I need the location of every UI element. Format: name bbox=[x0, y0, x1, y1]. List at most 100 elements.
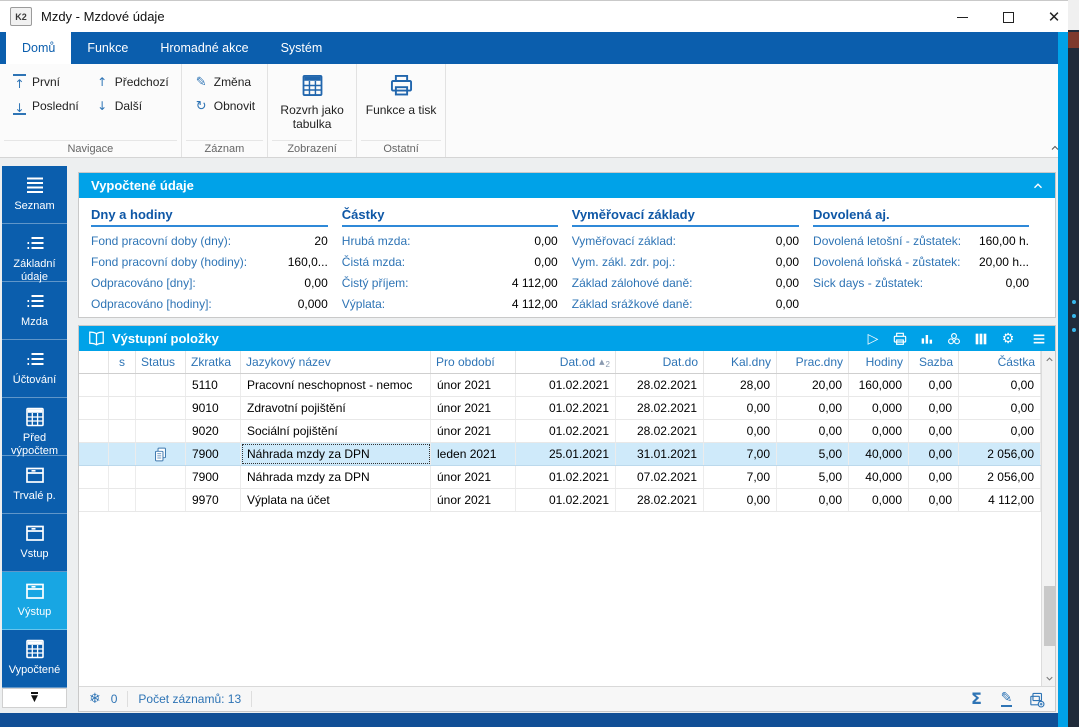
play-icon[interactable]: ▷ bbox=[867, 330, 879, 347]
calc-row: Fond pracovní doby (dny): 20 bbox=[91, 231, 328, 252]
calc-row: Čistý příjem: 4 112,00 bbox=[342, 273, 558, 294]
cell-row-marker bbox=[79, 489, 109, 511]
collapse-panel-icon[interactable] bbox=[1029, 179, 1047, 193]
sidebar-item-trvale-p[interactable]: Trvalé p. bbox=[2, 456, 67, 514]
ribbon-group-label: Záznam bbox=[185, 140, 264, 155]
menu-icon[interactable] bbox=[1031, 331, 1047, 347]
calc-value: 0,00 bbox=[304, 276, 328, 290]
vertical-scrollbar[interactable] bbox=[1041, 351, 1055, 686]
chart-icon[interactable] bbox=[919, 331, 935, 347]
sidebar-item-vypoctene[interactable]: Vypočtené bbox=[2, 630, 67, 688]
sidebar-item-label: Mzda bbox=[21, 316, 48, 328]
sidebar-item-vstup[interactable]: Vstup bbox=[2, 514, 67, 572]
obnovit-button[interactable]: ↻ Obnovit bbox=[190, 94, 259, 118]
calc-label: Dovolená loňská - zůstatek: bbox=[813, 255, 961, 269]
tab-domu[interactable]: Domů bbox=[6, 32, 72, 64]
scrollbar-thumb[interactable] bbox=[1044, 586, 1055, 646]
calc-row: Odpracováno [hodiny]: 0,000 bbox=[91, 294, 328, 315]
column-header-label: Dat.do bbox=[662, 355, 698, 369]
column-header-label: Kal.dny bbox=[730, 355, 771, 369]
list-dots-icon bbox=[23, 347, 47, 371]
cell-obdobi: únor 2021 bbox=[431, 420, 516, 442]
rozvrh-jako-tabulka-button[interactable]: Rozvrh jako tabulka bbox=[276, 70, 348, 137]
scroll-down-button[interactable] bbox=[1042, 670, 1055, 686]
cell-prac-dny: 0,00 bbox=[777, 420, 849, 442]
calc-row: Dovolená loňská - zůstatek: 20,00 h... bbox=[813, 252, 1029, 273]
sidebar-item-uctovani[interactable]: Účtování bbox=[2, 340, 67, 398]
gear-icon[interactable]: ⚙ bbox=[1001, 330, 1015, 347]
window-right-splitter[interactable] bbox=[1058, 32, 1068, 727]
pencil-icon: ✎ bbox=[195, 74, 207, 90]
copy-plus-icon[interactable] bbox=[1028, 691, 1045, 708]
ribbon: ↑ První ↓ Poslední ↑ Předchozí ↓ Další Navigace ✎… bbox=[0, 64, 1058, 158]
predchozi-button[interactable]: ↑ Předchozí bbox=[91, 70, 173, 94]
list-dots-icon bbox=[23, 231, 47, 255]
table-row[interactable]: 9970 Výplata na účet únor 2021 01.02.2021 28… bbox=[79, 489, 1041, 512]
maximize-button[interactable] bbox=[985, 1, 1031, 33]
funkce-a-tisk-button[interactable]: Funkce a tisk bbox=[365, 70, 437, 137]
sidebar-item-pred-vypoctem[interactable]: Před výpočtem bbox=[2, 398, 67, 457]
calc-row: Sick days - zůstatek: 0,00 bbox=[813, 273, 1029, 294]
sidebar-item-label: Výstup bbox=[17, 606, 52, 618]
calc-label: Základ srážkové daně: bbox=[571, 297, 693, 311]
scroll-up-button[interactable] bbox=[1042, 351, 1055, 367]
cell-obdobi: únor 2021 bbox=[431, 489, 516, 511]
column-header-jazykovy-nazev[interactable]: Jazykový název bbox=[241, 351, 431, 373]
column-header-pro-obdobi[interactable]: Pro období bbox=[431, 351, 516, 373]
window-bottom-border bbox=[0, 713, 1058, 727]
cluster-icon[interactable] bbox=[946, 331, 962, 347]
column-header-row-marker[interactable] bbox=[79, 351, 109, 373]
background-speck bbox=[1068, 32, 1079, 48]
tab-hromadne-akce[interactable]: Hromadné akce bbox=[160, 41, 249, 55]
cell-hodiny: 0,000 bbox=[849, 489, 909, 511]
column-header-castka[interactable]: Částka bbox=[959, 351, 1041, 373]
column-header-dat-od[interactable]: Dat.od ▲ 2 bbox=[516, 351, 616, 373]
edit-icon[interactable]: ✎ bbox=[1000, 690, 1013, 707]
table-row[interactable]: 9020 Sociální pojištění únor 2021 01.02.202… bbox=[79, 420, 1041, 443]
table-row[interactable]: 9010 Zdravotní pojištění únor 2021 01.02.20… bbox=[79, 397, 1041, 420]
minimize-button[interactable] bbox=[939, 1, 985, 33]
cell-sazba: 0,00 bbox=[909, 443, 959, 465]
column-header-zkratka[interactable]: Zkratka bbox=[186, 351, 241, 373]
column-header-sazba[interactable]: Sazba bbox=[909, 351, 959, 373]
calc-label: Odpracováno [dny]: bbox=[91, 276, 196, 290]
separator bbox=[251, 691, 253, 707]
zmena-button[interactable]: ✎ Změna bbox=[190, 70, 259, 94]
close-button[interactable]: ✕ bbox=[1031, 1, 1077, 33]
status-bar-actions: Σ ✎ bbox=[968, 691, 1045, 708]
calc-label: Fond pracovní doby (hodiny): bbox=[91, 255, 248, 269]
tab-funkce[interactable]: Funkce bbox=[87, 41, 129, 55]
cell-nazev: Náhrada mzdy za DPN bbox=[241, 443, 431, 465]
ribbon-group-zaznam: ✎ Změna ↻ Obnovit Záznam bbox=[182, 64, 269, 157]
table-row[interactable]: 7900 Náhrada mzdy za DPN únor 2021 01.02.20… bbox=[79, 466, 1041, 489]
posledni-button[interactable]: ↓ Poslední bbox=[8, 94, 83, 118]
window-title: Mzdy - Mzdové údaje bbox=[41, 9, 165, 24]
column-header-label: Prac.dny bbox=[795, 355, 843, 369]
ribbon-collapse-icon[interactable] bbox=[1047, 142, 1063, 154]
sigma-icon[interactable]: Σ bbox=[971, 689, 982, 708]
tab-system[interactable]: Systém bbox=[280, 41, 323, 55]
column-header-dat-do[interactable]: Dat.do bbox=[616, 351, 704, 373]
table-row[interactable]: 5110 Pracovní neschopnost - nemoc únor 202… bbox=[79, 374, 1041, 397]
sidebar-item-vystup[interactable]: Výstup bbox=[2, 572, 67, 630]
column-header-status[interactable]: Status bbox=[136, 351, 186, 373]
column-header-prac-dny[interactable]: Prac.dny bbox=[777, 351, 849, 373]
printer-icon[interactable] bbox=[892, 331, 908, 347]
minimize-icon bbox=[956, 16, 968, 18]
ribbon-group-buttons: ↑ První ↓ Poslední ↑ Předchozí ↓ Další bbox=[8, 70, 173, 118]
sort-ascending-icon: ▲ bbox=[599, 358, 605, 366]
column-header-hodiny[interactable]: Hodiny bbox=[849, 351, 909, 373]
prvni-button[interactable]: ↑ První bbox=[8, 70, 83, 94]
ribbon-group-buttons: Funkce a tisk bbox=[365, 70, 437, 137]
dalsi-button[interactable]: ↓ Další bbox=[91, 94, 173, 118]
sidebar-more-button[interactable]: ▼ bbox=[2, 688, 67, 708]
sidebar-item-mzda[interactable]: Mzda bbox=[2, 282, 67, 340]
column-header-kal-dny[interactable]: Kal.dny bbox=[704, 351, 777, 373]
column-header-s[interactable]: s bbox=[109, 351, 136, 373]
columns-icon[interactable] bbox=[973, 331, 989, 347]
sidebar-item-zakladni-udaje[interactable]: Základní údaje bbox=[2, 224, 67, 283]
table-row[interactable]: 7900 Náhrada mzdy za DPN leden 2021 25.01.2… bbox=[79, 443, 1041, 466]
sidebar-item-seznam[interactable]: Seznam bbox=[2, 166, 67, 224]
sidebar-item-label: Účtování bbox=[12, 374, 57, 386]
